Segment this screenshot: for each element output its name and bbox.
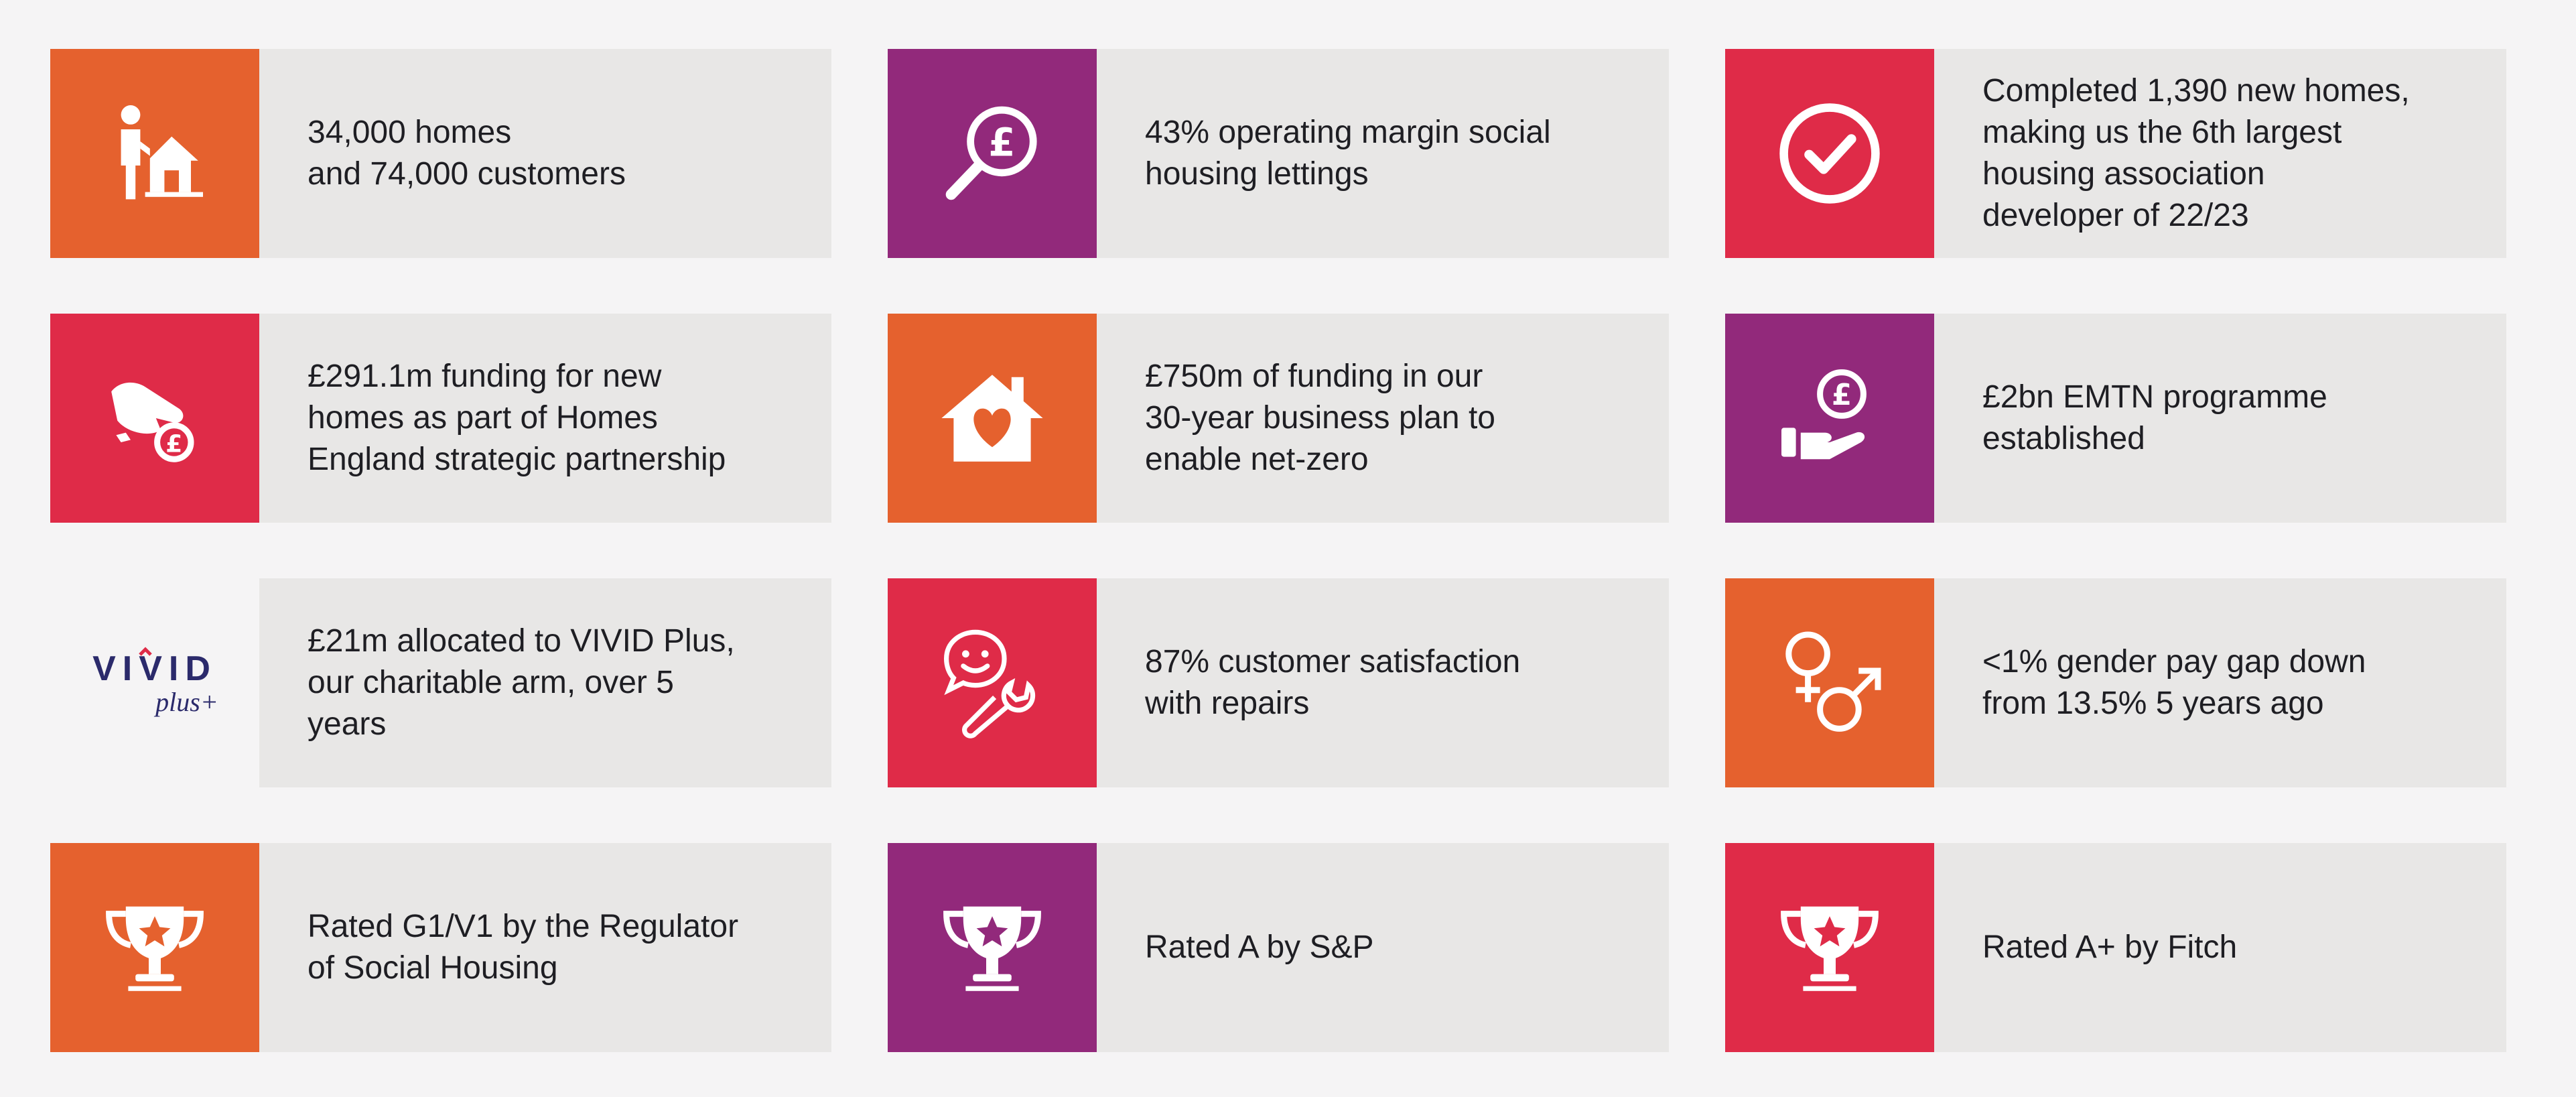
- stat-text-box: <1% gender pay gap down from 13.5% 5 yea…: [1934, 578, 2506, 787]
- stat-text: £291.1m funding for new homes as part of…: [308, 359, 726, 477]
- icon-tile: £: [888, 49, 1097, 258]
- stat-card-emtn: £ £2bn EMTN programme established: [1725, 314, 2506, 523]
- icon-tile: [1725, 843, 1934, 1052]
- icon-tile: £: [1725, 314, 1934, 523]
- vivid-plus-logo: VIVID plus+: [50, 578, 259, 787]
- stat-card-gender-pay-gap: <1% gender pay gap down from 13.5% 5 yea…: [1725, 578, 2506, 787]
- stat-text-box: Rated G1/V1 by the Regulator of Social H…: [259, 843, 831, 1052]
- vivid-plus-logo-mark: VIVID plus+: [92, 647, 218, 717]
- smiley-wrench-icon: [943, 629, 1036, 738]
- stat-text: £750m of funding in our 30-year business…: [1145, 359, 1495, 477]
- stat-text: £2bn EMTN programme established: [1982, 379, 2327, 456]
- stat-text: 43% operating margin social housing lett…: [1145, 115, 1551, 192]
- stat-text-box: £21m allocated to VIVID Plus, our charit…: [259, 578, 831, 787]
- stat-text-box: 43% operating margin social housing lett…: [1097, 49, 1669, 258]
- stat-text-box: £750m of funding in our 30-year business…: [1097, 314, 1669, 523]
- stat-text: 87% customer satisfaction with repairs: [1145, 644, 1521, 721]
- stat-text-box: 87% customer satisfaction with repairs: [1097, 578, 1669, 787]
- stat-text-box: Completed 1,390 new homes, making us the…: [1934, 49, 2506, 258]
- icon-tile: [888, 843, 1097, 1052]
- stat-card-vivid-plus: VIVID plus+ £21m allocated to VIVID Plus…: [50, 578, 831, 787]
- icon-tile: [1725, 49, 1934, 258]
- stat-text-box: £2bn EMTN programme established: [1934, 314, 2506, 523]
- logo-subword: plus+: [153, 687, 218, 717]
- svg-text:£: £: [165, 430, 182, 458]
- stat-text: <1% gender pay gap down from 13.5% 5 yea…: [1982, 644, 2366, 721]
- stat-text: Rated G1/V1 by the Regulator of Social H…: [308, 909, 739, 986]
- stat-text-box: Rated A by S&P: [1097, 843, 1669, 1052]
- stat-card-operating-margin: £ 43% operating margin social housing le…: [888, 49, 1669, 258]
- stat-card-fitch-rating: Rated A+ by Fitch: [1725, 843, 2506, 1052]
- stat-text: Rated A by S&P: [1145, 929, 1374, 965]
- icon-tile: [888, 314, 1097, 523]
- stat-card-regulator-rating: Rated G1/V1 by the Regulator of Social H…: [50, 843, 831, 1052]
- icon-tile: [50, 843, 259, 1052]
- hand-pound-coin-icon: £: [111, 382, 194, 462]
- icon-tile: [888, 578, 1097, 787]
- stat-card-completed-homes: Completed 1,390 new homes, making us the…: [1725, 49, 2506, 258]
- gender-symbols-icon: [1785, 631, 1881, 732]
- icon-tile: £: [50, 314, 259, 523]
- trophy-star-icon: [943, 906, 1041, 991]
- stat-text: £21m allocated to VIVID Plus, our charit…: [308, 623, 735, 742]
- check-circle-icon: [1779, 103, 1880, 204]
- icon-tile: [50, 49, 259, 258]
- stat-card-net-zero-funding: £750m of funding in our 30-year business…: [888, 314, 1669, 523]
- stat-text: 34,000 homes and 74,000 customers: [308, 115, 626, 192]
- stat-card-homes: 34,000 homes and 74,000 customers: [50, 49, 831, 258]
- svg-text:£: £: [1832, 379, 1852, 412]
- stat-card-customer-satisfaction: 87% customer satisfaction with repairs: [888, 578, 1669, 787]
- house-heart-icon: [941, 375, 1043, 462]
- stat-text: Completed 1,390 new homes, making us the…: [1982, 73, 2410, 233]
- icon-tile: [1725, 578, 1934, 787]
- stat-text: Rated A+ by Fitch: [1982, 929, 2238, 965]
- magnifier-pound-icon: £: [945, 106, 1037, 200]
- stat-card-sp-rating: Rated A by S&P: [888, 843, 1669, 1052]
- stat-text-box: 34,000 homes and 74,000 customers: [259, 49, 831, 258]
- stat-text-box: Rated A+ by Fitch: [1934, 843, 2506, 1052]
- stat-text-box: £291.1m funding for new homes as part of…: [259, 314, 831, 523]
- trophy-star-icon: [106, 906, 204, 991]
- stat-card-homes-england-funding: £ £291.1m funding for new homes as part …: [50, 314, 831, 523]
- svg-text:£: £: [988, 121, 1015, 166]
- hand-pound-icon: £: [1781, 369, 1867, 460]
- person-house-icon: [121, 105, 203, 200]
- trophy-star-icon: [1781, 906, 1879, 991]
- logo-wordmark: VIVID: [92, 649, 217, 688]
